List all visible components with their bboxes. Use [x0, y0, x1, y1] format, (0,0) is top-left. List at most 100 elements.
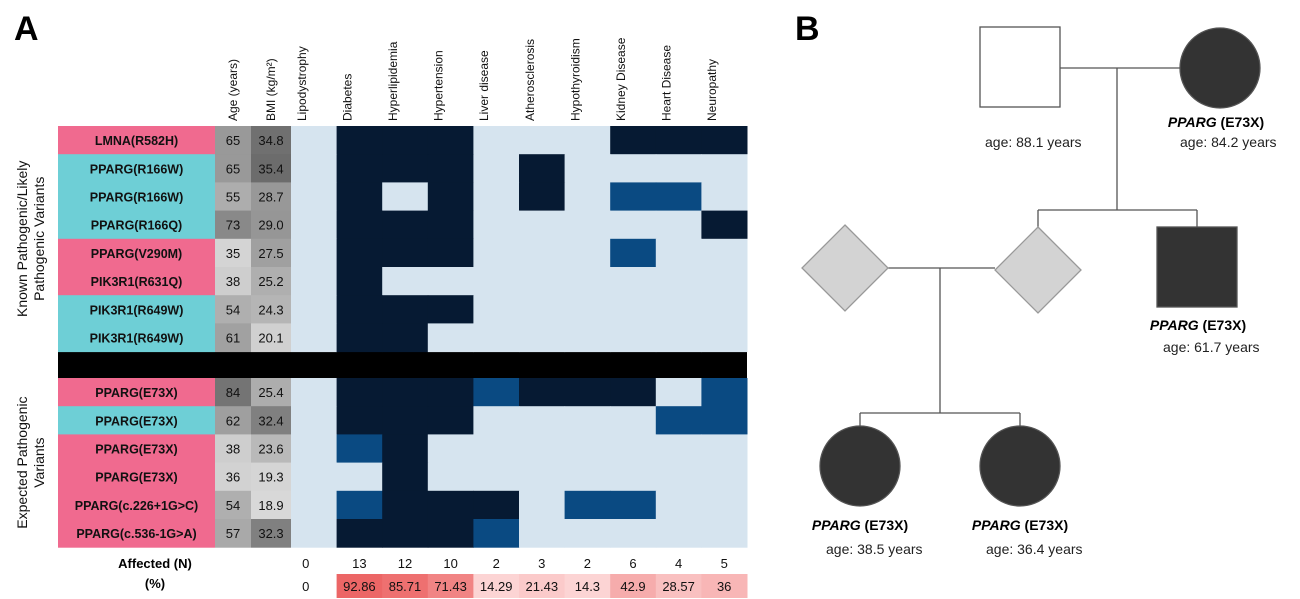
column-header-neuropathy: Neuropathy: [705, 59, 719, 121]
heatmap-cell-atherosclerosis: [519, 406, 566, 435]
pedigree-i2-age: age: 84.2 years: [1180, 134, 1277, 150]
percent-cell: [473, 574, 520, 598]
heatmap-cell-lipodystrophy: [291, 490, 338, 520]
variant-label-bg: [58, 378, 215, 407]
percent-cell: [427, 574, 474, 598]
heatmap-row: PPARG(R166Q) 73 29.0: [58, 210, 748, 240]
heatmap-cell-hypothyroidism: [564, 267, 611, 296]
heatmap-cell-hyperlipidemia: [382, 154, 429, 183]
bmi-cell: [251, 519, 291, 548]
heatmap-cell-diabetes: [336, 323, 383, 353]
heatmap-cell-liver-disease: [473, 519, 520, 548]
heatmap-cell-lipodystrophy: [291, 323, 338, 353]
affected-count: 3: [538, 556, 545, 571]
heatmap-cell-liver-disease: [473, 126, 520, 155]
percent-cell: [519, 574, 566, 598]
heatmap-cell-hypothyroidism: [564, 323, 611, 353]
heatmap-cell-neuropathy: [701, 378, 748, 407]
heatmap-cell-heart-disease: [655, 182, 702, 212]
variant-label: PPARG(E73X): [95, 471, 177, 485]
heatmap-cell-neuropathy: [701, 238, 748, 268]
pedigree-iii1-genotype: PPARG (E73X): [812, 517, 908, 533]
heatmap-cell-heart-disease: [655, 406, 702, 435]
column-header-heart-disease: Heart Disease: [660, 45, 674, 121]
variant-label: PPARG(E73X): [95, 414, 177, 428]
heatmap-cell-neuropathy: [701, 490, 748, 520]
heatmap-row: PPARG(E73X) 62 32.4: [58, 406, 748, 435]
heatmap-cell-neuropathy: [701, 406, 748, 435]
group-labels: Known Pathogenic/LikelyPathogenic Varian…: [14, 161, 47, 529]
column-header-diabetes: Diabetes: [340, 74, 354, 121]
variant-label-bg: [58, 490, 215, 520]
heatmap-cell-hypothyroidism: [564, 126, 611, 155]
pedigree-ii3-genotype: PPARG (E73X): [1150, 317, 1246, 333]
heatmap-cell-heart-disease: [655, 154, 702, 183]
bmi-cell: [251, 182, 291, 212]
heatmap-cell-hypothyroidism: [564, 210, 611, 240]
heatmap-cell-hypertension: [427, 519, 474, 548]
pedigree-i1-male: [979, 26, 1061, 108]
heatmap-cell-lipodystrophy: [291, 210, 338, 240]
heatmap-cell-diabetes: [336, 295, 383, 324]
heatmap-cell-lipodystrophy: [291, 519, 338, 548]
pedigree-ii2-unknown-sex: [994, 226, 1082, 314]
percent-value: 92.86: [343, 579, 376, 594]
heatmap-cell-hypertension: [427, 238, 474, 268]
age-value: 65: [226, 161, 240, 176]
age-cell: [215, 490, 251, 520]
heatmap-cell-atherosclerosis: [519, 490, 566, 520]
bmi-cell: [251, 323, 291, 353]
pedigree-ii3-male: [1156, 226, 1238, 308]
heatmap-cell-diabetes: [336, 126, 383, 155]
percent-value: 71.43: [434, 579, 467, 594]
heatmap-cell-hypothyroidism: [564, 154, 611, 183]
age-cell: [215, 462, 251, 492]
pedigree-iii2-age: age: 36.4 years: [986, 541, 1083, 557]
bmi-value: 19.3: [258, 470, 283, 485]
heatmap-cell-neuropathy: [701, 519, 748, 548]
heatmap-cell-hypothyroidism: [564, 238, 611, 268]
heatmap-cell-hypertension: [427, 126, 474, 155]
percent-cell: [655, 574, 702, 598]
pedigree-lines: [859, 67, 1198, 426]
heatmap-cell-diabetes: [336, 434, 383, 464]
age-value: 54: [226, 302, 240, 317]
bmi-value: 28.7: [258, 190, 283, 205]
age-value: 65: [226, 133, 240, 148]
heatmap-row: PPARG(E73X) 38 23.6: [58, 434, 748, 464]
group-label-1: Known Pathogenic/LikelyPathogenic Varian…: [14, 161, 47, 317]
variant-label-bg: [58, 267, 215, 296]
bmi-cell: [251, 126, 291, 155]
heatmap-cell-heart-disease: [655, 126, 702, 155]
pedigree-iii2-female: [979, 425, 1061, 507]
heatmap-cell-liver-disease: [473, 238, 520, 268]
age-cell: [215, 378, 251, 407]
heatmap-cell-hypothyroidism: [564, 519, 611, 548]
percent-cell: [564, 574, 611, 598]
percent-cell: [336, 574, 383, 598]
variant-label: PPARG(E73X): [95, 386, 177, 400]
heatmap-cell-hyperlipidemia: [382, 182, 429, 212]
heatmap-cell-kidney-disease: [610, 323, 657, 353]
heatmap-cell-hyperlipidemia: [382, 295, 429, 324]
bmi-value: 23.6: [258, 442, 283, 457]
column-header-hyperlipidemia: Hyperlipidemia: [386, 41, 400, 121]
heatmap-cell-hyperlipidemia: [382, 406, 429, 435]
variant-label: PIK3R1(R631Q): [91, 275, 183, 289]
heatmap-cell-kidney-disease: [610, 378, 657, 407]
heatmap-cell-lipodystrophy: [291, 434, 338, 464]
variant-label: PPARG(R166Q): [91, 219, 182, 233]
bmi-cell: [251, 434, 291, 464]
variant-label: PPARG(E73X): [95, 443, 177, 457]
bmi-value: 32.4: [258, 413, 283, 428]
bmi-cell: [251, 295, 291, 324]
bmi-value: 25.2: [258, 274, 283, 289]
heatmap-cell-diabetes: [336, 210, 383, 240]
heatmap-cell-lipodystrophy: [291, 378, 338, 407]
heatmap-cell-atherosclerosis: [519, 323, 566, 353]
heatmap-cell-hyperlipidemia: [382, 238, 429, 268]
age-value: 55: [226, 190, 240, 205]
age-cell: [215, 519, 251, 548]
percent-cell: [610, 574, 657, 598]
affected-count: 13: [352, 556, 366, 571]
